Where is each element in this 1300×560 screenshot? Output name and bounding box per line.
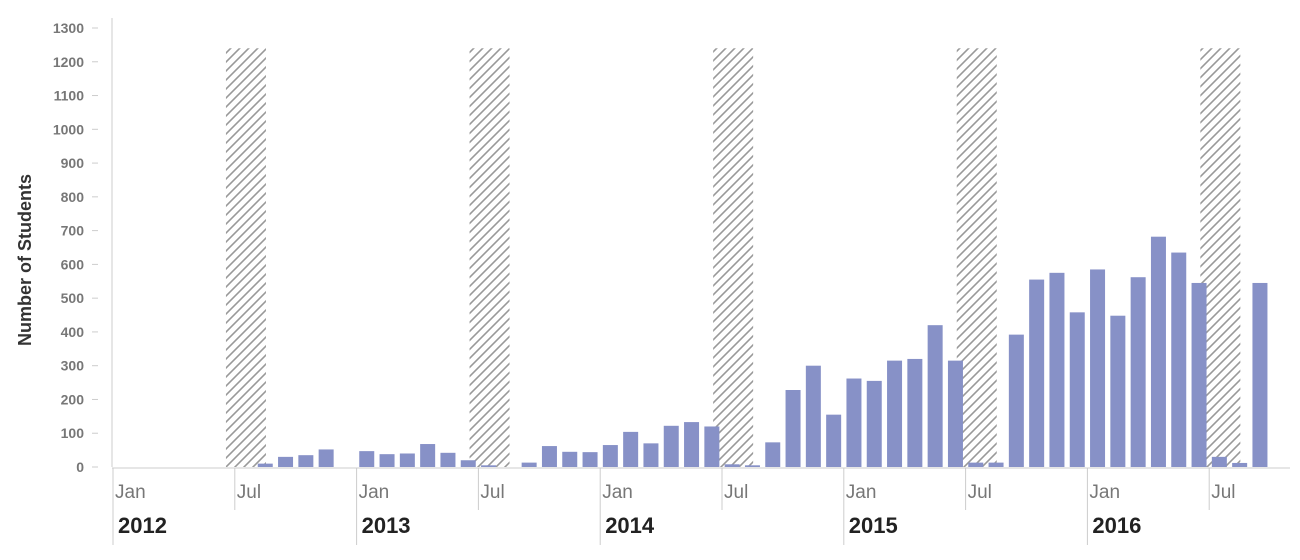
bar <box>359 451 375 467</box>
bar <box>927 325 943 467</box>
y-tick-label: 0 <box>76 459 84 475</box>
bar <box>582 452 598 467</box>
y-tick-label: 900 <box>61 155 85 171</box>
bar <box>765 442 781 467</box>
year-label: 2012 <box>118 513 167 538</box>
bar <box>744 465 760 467</box>
bar <box>1211 456 1227 467</box>
x-tick-label: Jan <box>1089 482 1120 503</box>
bar <box>643 443 659 467</box>
hatched-period <box>469 48 510 468</box>
y-tick-label: 800 <box>61 189 85 205</box>
bar <box>704 426 720 467</box>
hatched-periods <box>225 48 1241 468</box>
hatched-period <box>1200 48 1241 468</box>
year-label: 2013 <box>362 513 411 538</box>
bar <box>481 465 497 467</box>
bar <box>866 380 882 467</box>
bar <box>1110 315 1126 467</box>
bar <box>460 460 476 467</box>
y-tick-label: 600 <box>61 256 85 272</box>
x-tick-label: Jul <box>480 482 504 503</box>
year-label: 2016 <box>1092 513 1141 538</box>
bar <box>663 425 679 467</box>
y-axis: 0 100 200 300 400 500 600 700 800 900 1000 1100 1200… <box>53 18 113 475</box>
bar <box>298 455 314 467</box>
y-tick-label: 700 <box>61 223 85 239</box>
hatched-period <box>713 48 754 468</box>
bar <box>907 358 923 467</box>
bar <box>278 456 294 467</box>
y-tick-label: 1000 <box>53 121 84 137</box>
bar <box>318 449 334 467</box>
bar <box>399 453 415 467</box>
bar <box>1232 462 1248 467</box>
bar <box>257 463 273 467</box>
hatched-period <box>956 48 997 468</box>
x-tick-label: Jul <box>1211 482 1235 503</box>
bar <box>1008 334 1024 467</box>
bar <box>887 360 903 467</box>
y-tick-label: 1200 <box>53 54 84 70</box>
x-tick-label: Jan <box>602 482 633 503</box>
y-tick-label: 200 <box>61 391 85 407</box>
bar <box>785 390 801 467</box>
bar <box>968 462 984 467</box>
bar <box>805 365 821 467</box>
bars <box>257 236 1268 467</box>
bar <box>541 446 557 467</box>
bar <box>826 414 842 467</box>
bar <box>1130 277 1146 467</box>
bar <box>602 445 618 467</box>
bar <box>1191 282 1207 467</box>
x-tick-label: Jul <box>237 482 261 503</box>
bar <box>846 378 862 467</box>
y-axis-label: Number of Students <box>15 174 35 346</box>
bar <box>1171 252 1187 467</box>
x-tick-label: Jul <box>724 482 748 503</box>
bar <box>1252 282 1268 467</box>
y-tick-label: 500 <box>61 290 85 306</box>
bar <box>562 451 578 467</box>
bar <box>724 464 740 467</box>
bar <box>1069 312 1085 467</box>
x-tick-label: Jan <box>359 482 390 503</box>
bar <box>988 462 1004 467</box>
y-tick-label: 100 <box>61 425 85 441</box>
bar <box>1090 269 1106 467</box>
x-tick-label: Jul <box>968 482 992 503</box>
bar <box>440 452 456 467</box>
y-tick-label: 300 <box>61 358 85 374</box>
x-axis: Jan Jul Jan Jul Jan Jul Jan Jul Jan Jul 2012 2013 20… <box>112 467 1290 545</box>
year-label: 2014 <box>605 513 655 538</box>
bar <box>1150 236 1166 467</box>
hatched-period <box>225 48 266 468</box>
y-tick-label: 1100 <box>54 88 85 104</box>
x-tick-label: Jan <box>115 482 146 503</box>
bar <box>1049 272 1065 467</box>
bar <box>521 462 537 467</box>
bar <box>623 431 639 467</box>
bar <box>379 454 395 467</box>
bar <box>1029 279 1045 467</box>
bar <box>684 422 700 467</box>
y-tick-label: 1300 <box>53 20 84 36</box>
bar <box>420 444 436 467</box>
bar <box>947 360 963 467</box>
y-tick-label: 400 <box>61 324 85 340</box>
year-label: 2015 <box>849 513 898 538</box>
x-tick-label: Jan <box>846 482 877 503</box>
